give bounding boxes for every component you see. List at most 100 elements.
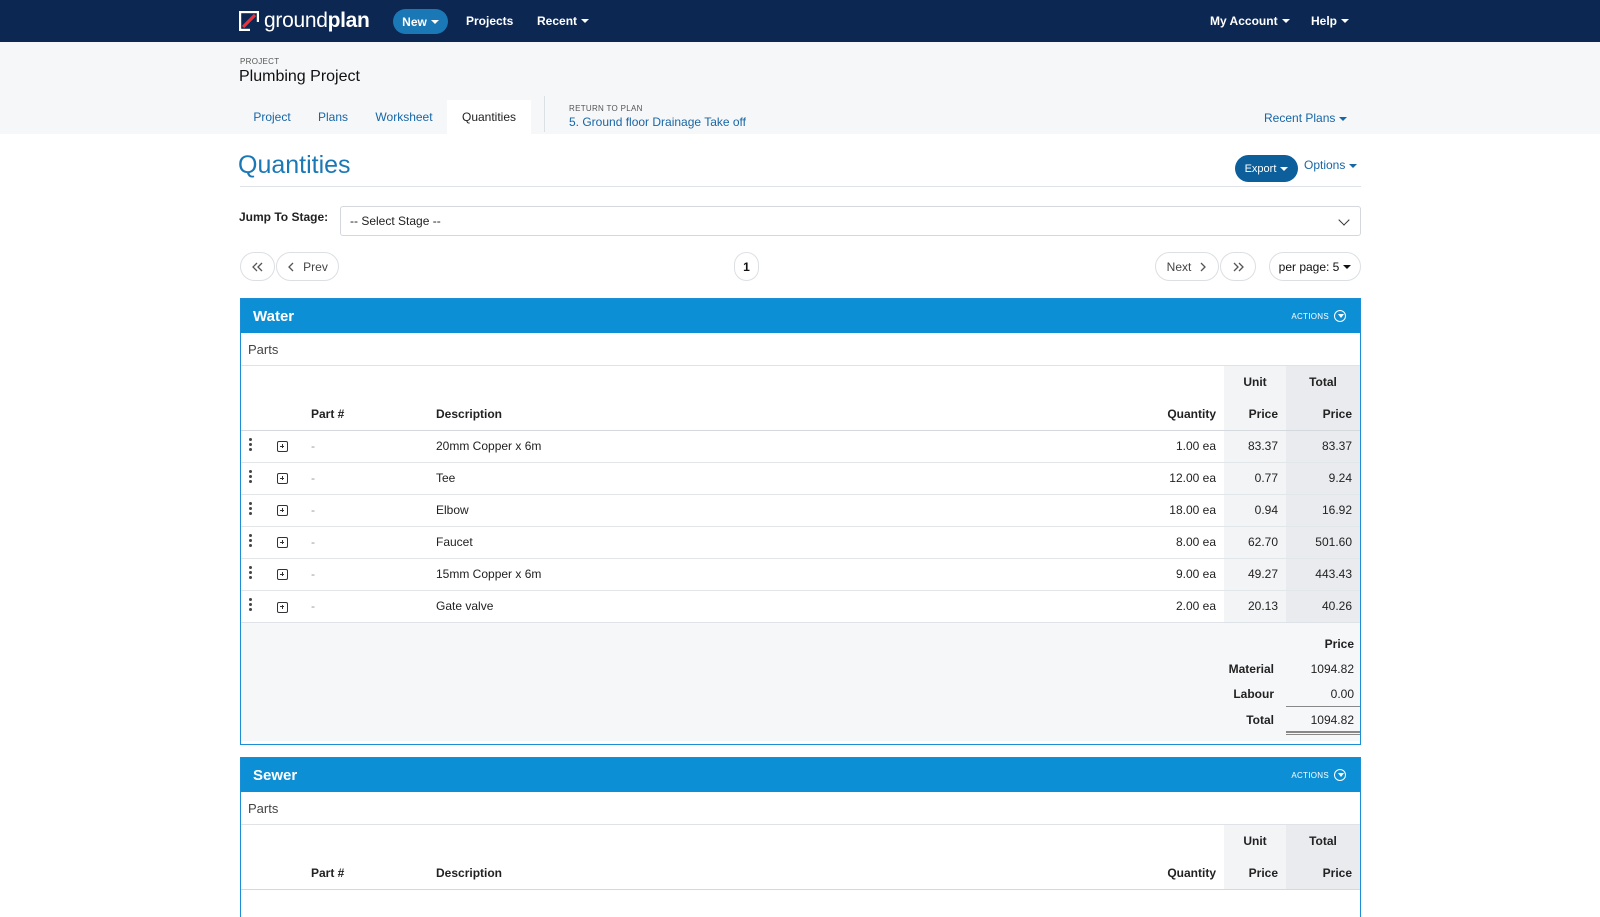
quantity-cell: 12.00 ea <box>1104 461 1224 494</box>
groundplan-logo[interactable]: ground plan <box>239 8 370 34</box>
summary-total-value: 1094.82 <box>1310 713 1354 727</box>
unit-price-header: Price <box>1224 398 1286 431</box>
water-parts-table: Unit Total Part # Description Quantity P… <box>241 366 1360 622</box>
row-expand-button[interactable] <box>269 461 303 494</box>
export-button-label: Export <box>1244 162 1277 175</box>
circle-caret-down-icon <box>1334 310 1346 322</box>
page-1-button[interactable]: 1 <box>734 252 759 281</box>
description-cell: Elbow <box>428 493 1104 526</box>
nav-projects-link[interactable]: Projects <box>466 0 513 42</box>
last-page-button[interactable] <box>1220 252 1256 281</box>
row-menu-button[interactable] <box>241 589 269 622</box>
summary-total-underline-2 <box>1286 734 1360 735</box>
water-panel-header: Water ACTIONS <box>241 299 1360 333</box>
row-expand-button[interactable] <box>269 557 303 590</box>
water-actions-button[interactable]: ACTIONS <box>1291 310 1346 322</box>
tab-quantities[interactable]: Quantities <box>447 100 531 134</box>
kebab-menu-icon <box>249 598 252 612</box>
tab-divider <box>544 96 545 132</box>
kebab-menu-icon <box>249 534 252 547</box>
water-panel-title: Water <box>253 307 295 325</box>
nav-recent-label: Recent <box>537 14 578 28</box>
row-menu-button[interactable] <box>241 525 269 558</box>
water-parts-label: Parts <box>248 341 279 357</box>
sewer-actions-label: ACTIONS <box>1291 770 1329 780</box>
tab-plans[interactable]: Plans <box>308 100 358 134</box>
per-page-select[interactable]: per page: 5 <box>1269 252 1361 281</box>
unit-price-header: Price <box>1224 857 1286 890</box>
next-page-label: Next <box>1166 259 1192 274</box>
caret-down-icon <box>1349 163 1358 168</box>
plus-square-icon <box>277 473 288 485</box>
unit-price-cell: 0.94 <box>1224 493 1286 526</box>
tab-project[interactable]: Project <box>240 100 304 134</box>
unit-price-cell: 62.70 <box>1224 525 1286 558</box>
first-page-button[interactable] <box>240 252 275 281</box>
quantity-cell: 9.00 ea <box>1104 557 1224 590</box>
top-navbar: ground plan New Projects Recent My Accoun… <box>0 0 1600 42</box>
sewer-panel-title: Sewer <box>253 766 298 784</box>
export-button[interactable]: Export <box>1235 155 1298 182</box>
row-menu-button[interactable] <box>241 557 269 590</box>
summary-total-underline <box>1286 731 1360 733</box>
table-row: - 20mm Copper x 6m 1.00 ea 83.37 83.37 <box>241 429 1360 462</box>
part-number-cell: - <box>303 525 428 558</box>
sewer-actions-button[interactable]: ACTIONS <box>1291 769 1346 781</box>
part-number-cell: - <box>303 461 428 494</box>
per-page-label: per page: 5 <box>1278 259 1340 274</box>
return-to-plan-link[interactable]: 5. Ground floor Drainage Take off <box>569 115 746 129</box>
new-button[interactable]: New <box>393 9 448 34</box>
recent-plans-menu[interactable]: Recent Plans <box>1264 111 1348 125</box>
summary-price-header: Price <box>1324 637 1354 651</box>
logo-text-plan: plan <box>327 9 370 32</box>
nav-my-account-menu[interactable]: My Account <box>1210 0 1290 42</box>
sewer-parts-label: Parts <box>248 800 279 816</box>
chevron-left-icon <box>288 262 294 271</box>
description-cell: Gate valve <box>428 589 1104 622</box>
row-expand-button[interactable] <box>269 589 303 622</box>
nav-projects-label: Projects <box>466 14 514 28</box>
prev-page-button[interactable]: Prev <box>276 252 339 281</box>
chevron-right-icon <box>1200 262 1207 271</box>
row-expand-button[interactable] <box>269 493 303 526</box>
total-price-header: Price <box>1286 398 1360 431</box>
kebab-menu-icon <box>249 566 252 579</box>
plus-square-icon <box>277 569 288 581</box>
row-menu-button[interactable] <box>241 429 269 462</box>
quantity-cell: 18.00 ea <box>1104 493 1224 526</box>
row-menu-button[interactable] <box>241 461 269 494</box>
nav-recent-menu[interactable]: Recent <box>537 0 590 42</box>
tab-project-label: Project <box>253 110 291 124</box>
quantity-header: Quantity <box>1104 857 1224 890</box>
row-expand-button[interactable] <box>269 429 303 462</box>
caret-down-icon <box>1343 264 1352 269</box>
description-cell: Tee <box>428 461 1104 494</box>
double-chevron-left-icon <box>251 262 262 271</box>
description-cell: 20mm Copper x 6m <box>428 429 1104 462</box>
quantity-cell: 1.00 ea <box>1104 429 1224 462</box>
water-stage-panel: Water ACTIONS Parts Unit Total Part # De… <box>240 298 1361 745</box>
heading-divider <box>240 186 1361 187</box>
part-number-header: Part # <box>303 857 428 890</box>
double-chevron-right-icon <box>1233 262 1244 271</box>
caret-down-icon <box>430 19 439 24</box>
tab-worksheet[interactable]: Worksheet <box>364 100 444 134</box>
unit-price-header-top: Unit <box>1224 366 1286 398</box>
description-header: Description <box>428 857 1104 890</box>
next-page-button[interactable]: Next <box>1155 252 1219 281</box>
unit-price-cell: 83.37 <box>1224 429 1286 462</box>
total-price-cell: 443.43 <box>1286 557 1360 590</box>
stage-select[interactable]: -- Select Stage -- <box>340 206 1361 236</box>
total-price-header: Price <box>1286 857 1360 890</box>
options-menu[interactable]: Options <box>1304 158 1358 172</box>
sewer-stage-panel: Sewer ACTIONS Parts Unit Total Part # De… <box>240 757 1361 917</box>
description-cell: 15mm Copper x 6m <box>428 557 1104 590</box>
unit-price-cell: 20.13 <box>1224 589 1286 622</box>
row-menu-button[interactable] <box>241 493 269 526</box>
part-number-header: Part # <box>303 398 428 431</box>
caret-down-icon <box>581 19 590 23</box>
nav-help-menu[interactable]: Help <box>1311 0 1350 42</box>
description-header: Description <box>428 398 1104 431</box>
row-expand-button[interactable] <box>269 525 303 558</box>
quantity-cell: 2.00 ea <box>1104 589 1224 622</box>
